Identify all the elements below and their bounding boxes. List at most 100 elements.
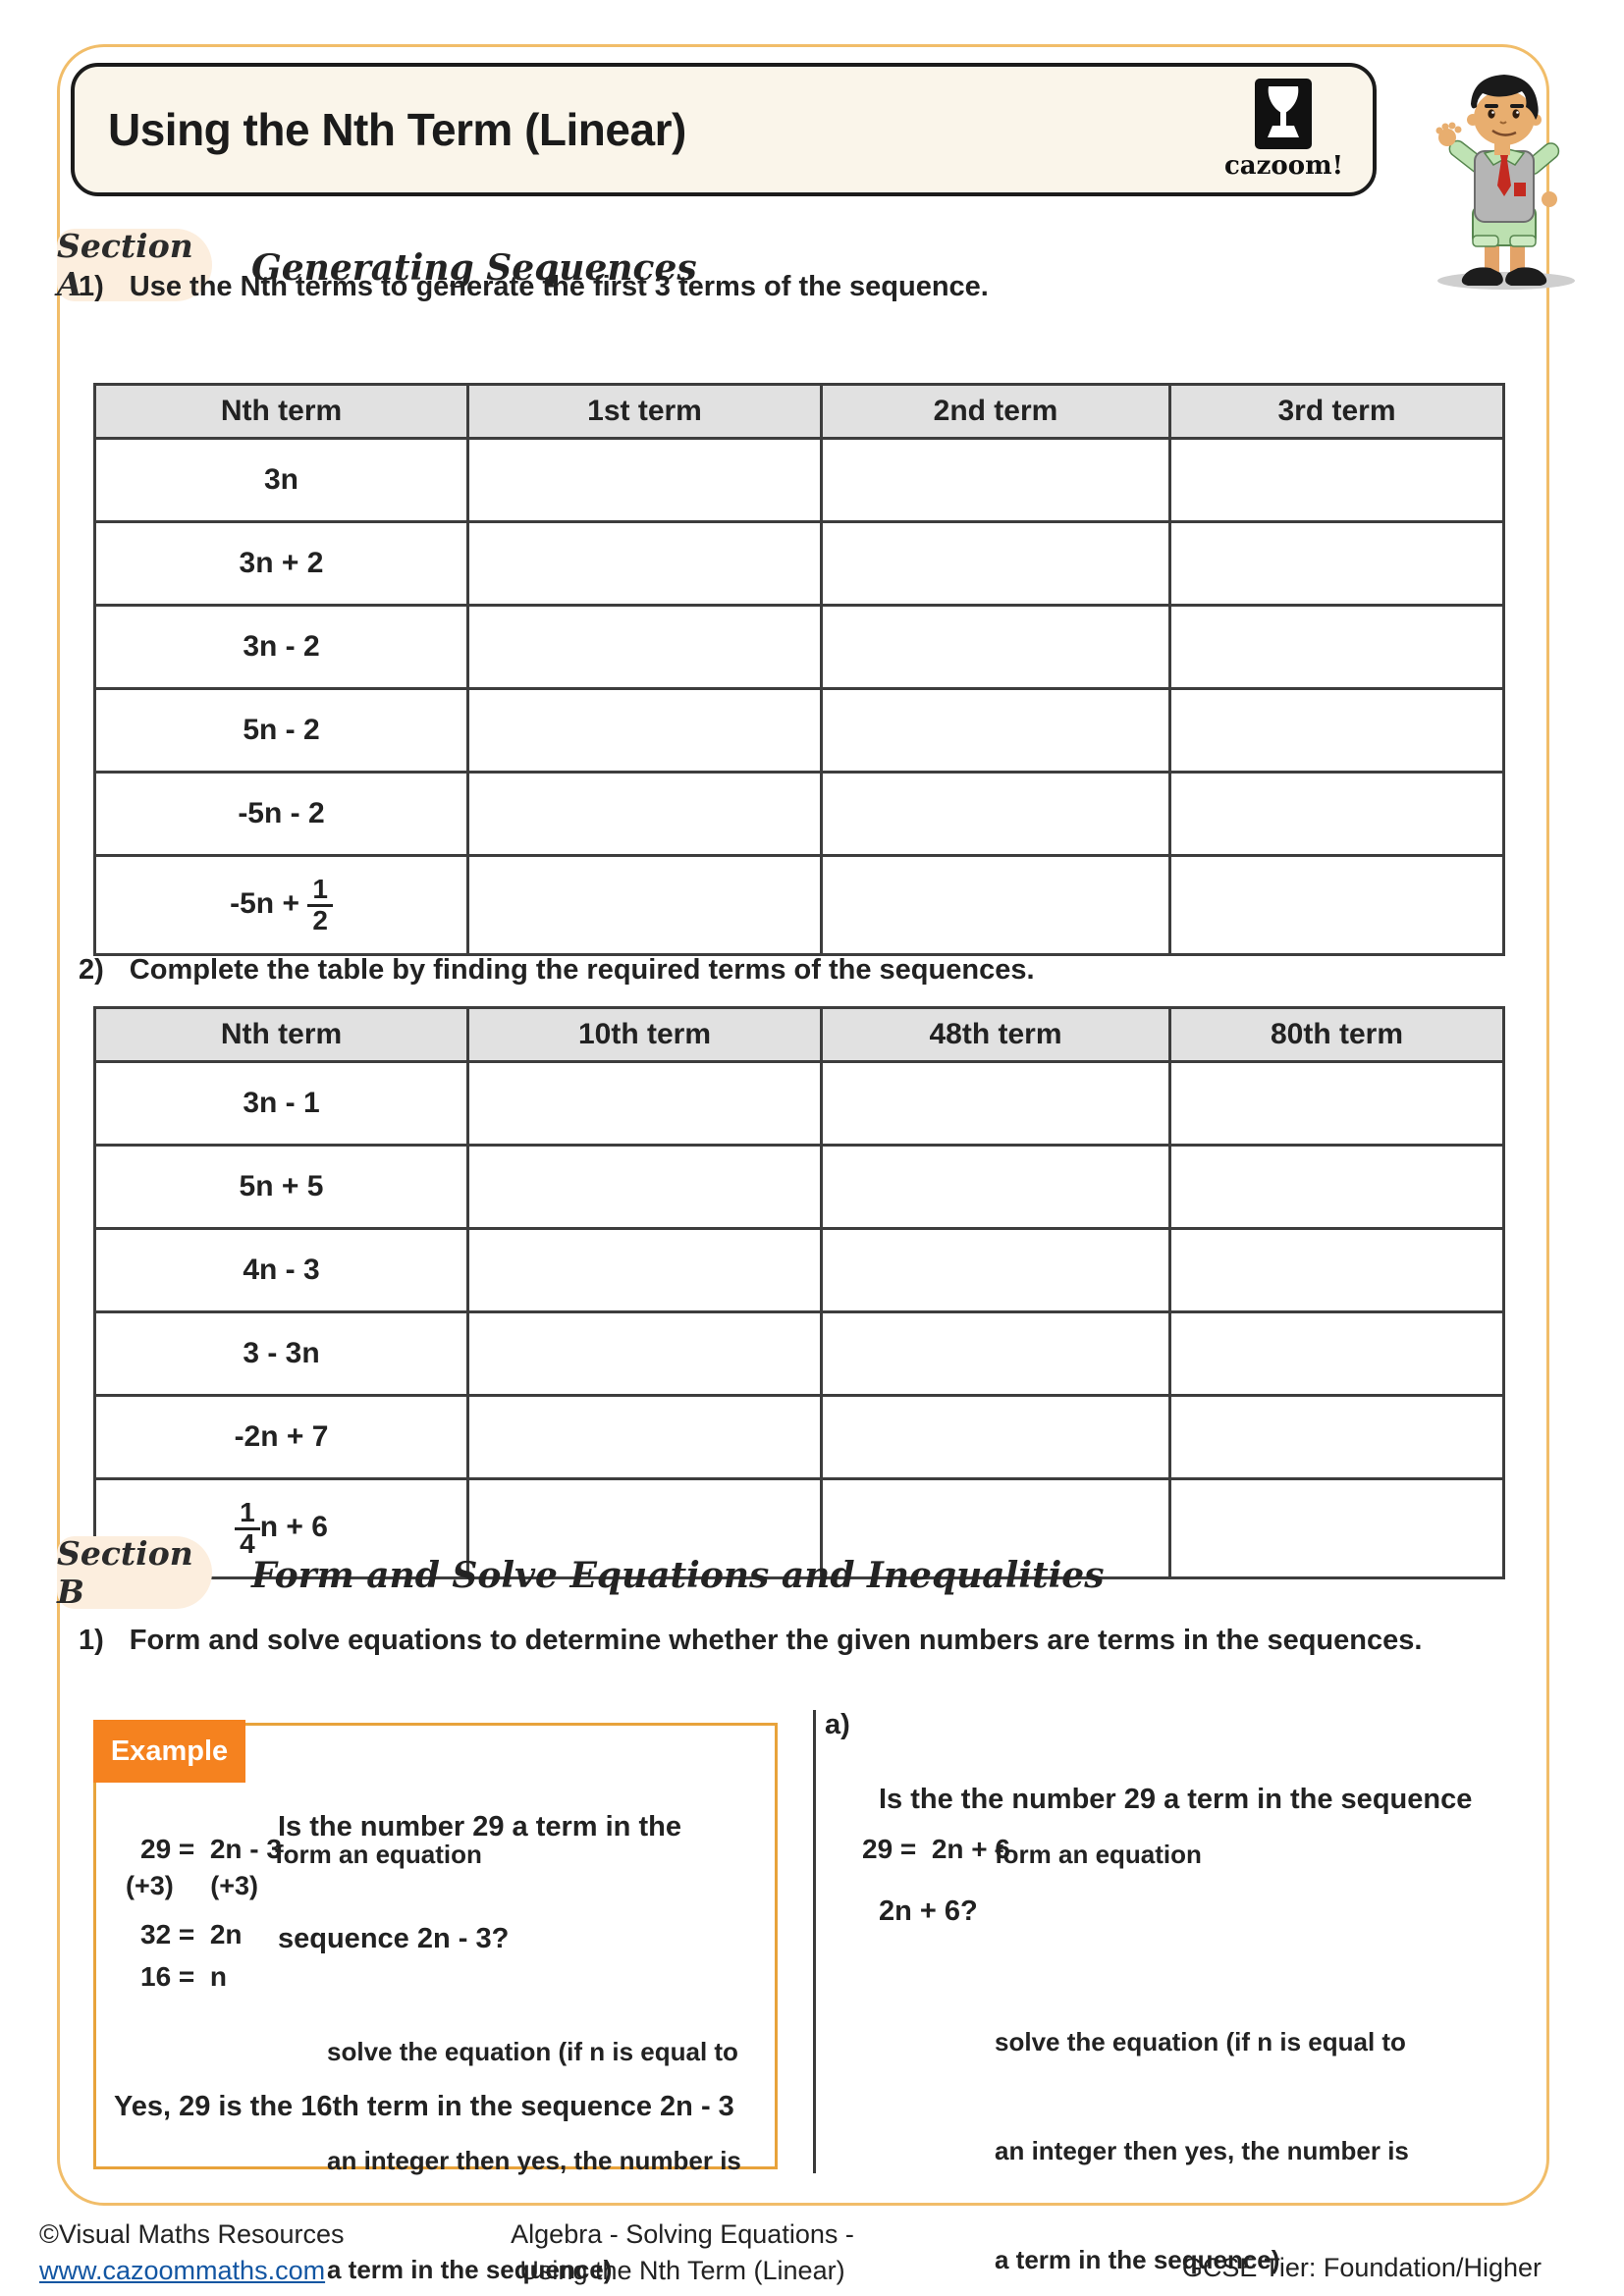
table-row: 5n - 2	[93, 687, 1505, 774]
answer-cell	[466, 1477, 823, 1579]
answer-cell	[820, 771, 1171, 857]
answer-cell	[1168, 1060, 1505, 1147]
answer-cell	[1168, 604, 1505, 690]
answer-cell	[820, 1477, 1171, 1579]
answer-cell	[1168, 1144, 1505, 1230]
table-header-row: Nth term 1st term 2nd term 3rd term	[93, 383, 1505, 440]
answer-cell	[466, 1060, 823, 1147]
answer-cell	[466, 854, 823, 956]
table-row: 3n - 1	[93, 1060, 1505, 1147]
example-equation-2: 32 = 2n	[140, 1919, 243, 1949]
worked-example-box: Example Is the number 29 a term in the s…	[93, 1720, 778, 2284]
part-a-equation: 29 = 2n + 6	[862, 1834, 1010, 1864]
column-header: 10th term	[466, 1006, 823, 1063]
question-number: 1)	[79, 271, 104, 302]
question-part-a: a) Is the the number 29 a term in the se…	[825, 1706, 1532, 2274]
column-header: Nth term	[93, 383, 469, 440]
answer-cell	[466, 687, 823, 774]
nth-term-expression: 3 - 3n	[93, 1310, 469, 1397]
generating-sequences-table: Nth term 1st term 2nd term 3rd term 3n 3…	[93, 383, 1505, 956]
answer-cell	[820, 520, 1171, 607]
nth-term-expression: 4n - 3	[93, 1227, 469, 1313]
answer-cell	[1168, 854, 1505, 956]
table-row: 4n - 3	[93, 1227, 1505, 1313]
cazoom-logo: cazoom!	[1224, 79, 1343, 181]
title-bar: Using the Nth Term (Linear) cazoom!	[71, 63, 1377, 196]
example-question: Is the number 29 a term in the sequence …	[278, 1811, 681, 1954]
answer-cell	[820, 1227, 1171, 1313]
answer-cell	[466, 1394, 823, 1480]
example-equation-1: 29 = 2n - 3	[140, 1834, 282, 1864]
answer-cell	[1168, 1227, 1505, 1313]
answer-cell	[1168, 771, 1505, 857]
question-1a: 1) Use the Nth terms to generate the fir…	[79, 271, 989, 303]
answer-cell	[1168, 1477, 1505, 1579]
answer-cell	[466, 604, 823, 690]
question-text: Form and solve equations to determine wh…	[129, 1625, 1423, 1656]
nth-term-expression: 3n	[93, 437, 469, 523]
table-header-row: Nth term 10th term 48th term 80th term	[93, 1006, 1505, 1063]
footer-topic: Algebra - Solving Equations - Using the …	[511, 2219, 854, 2285]
footer-credits: ©Visual Maths Resources www.cazoommaths.…	[39, 2216, 345, 2289]
student-character-illustration	[1435, 75, 1575, 290]
table-row: -2n + 7	[93, 1394, 1505, 1480]
answer-cell	[820, 687, 1171, 774]
column-header: 80th term	[1168, 1006, 1505, 1063]
question-1b: 1) Form and solve equations to determine…	[79, 1625, 1422, 1657]
answer-cell	[820, 1060, 1171, 1147]
nth-term-expression: 3n - 1	[93, 1060, 469, 1147]
question-text: Use the Nth terms to generate the first …	[129, 271, 989, 302]
answer-cell	[466, 1144, 823, 1230]
answer-cell	[1168, 437, 1505, 523]
answer-cell	[820, 1310, 1171, 1397]
required-terms-table: Nth term 10th term 48th term 80th term 3…	[93, 1006, 1505, 1579]
section-a-label: Section A	[57, 227, 212, 303]
column-header: 2nd term	[820, 383, 1171, 440]
answer-cell	[466, 437, 823, 523]
table-row: 5n + 5	[93, 1144, 1505, 1230]
section-b-heading: Form and Solve Equations and Inequalitie…	[251, 1555, 1105, 1596]
cazoom-logo-text: cazoom!	[1223, 151, 1343, 181]
column-header: 1st term	[466, 383, 823, 440]
answer-cell	[820, 604, 1171, 690]
answer-cell	[466, 1227, 823, 1313]
part-label: a)	[825, 1709, 850, 1740]
example-note-solve: solve the equation (if n is equal to an …	[327, 2037, 741, 2284]
question-2a: 2) Complete the table by finding the req…	[79, 954, 1035, 987]
nth-term-expression: 3n - 2	[93, 604, 469, 690]
part-a-note-form: form an equation	[995, 1840, 1202, 1869]
part-a-question: Is the the number 29 a term in the seque…	[879, 1784, 1473, 1927]
section-b-label: Section B	[57, 1534, 212, 1611]
example-tab: Example	[93, 1720, 245, 1783]
question-text: Complete the table by finding the requir…	[129, 954, 1035, 986]
example-conclusion: Yes, 29 is the 16th term in the sequence…	[114, 2091, 734, 2122]
nth-term-expression: -5n - 2	[93, 771, 469, 857]
answer-cell	[820, 437, 1171, 523]
nth-term-expression: -2n + 7	[93, 1394, 469, 1480]
page-border-frame	[57, 44, 1549, 2206]
column-header: 3rd term	[1168, 383, 1505, 440]
answer-cell	[820, 854, 1171, 956]
table-row: 3n - 2	[93, 604, 1505, 690]
example-note-form: form an equation	[275, 1840, 482, 1869]
table-row: 3n	[93, 437, 1505, 523]
answer-cell	[820, 1394, 1171, 1480]
answer-cell	[1168, 1310, 1505, 1397]
table-row: 3 - 3n	[93, 1310, 1505, 1397]
example-operation-row: (+3) (+3)	[126, 1871, 259, 1900]
column-header: 48th term	[820, 1006, 1171, 1063]
website-link[interactable]: www.cazoommaths.com	[39, 2256, 326, 2285]
answer-cell	[466, 520, 823, 607]
table-row: 3n + 2	[93, 520, 1505, 607]
answer-cell	[820, 1144, 1171, 1230]
part-a-note-solve: solve the equation (if n is equal to an …	[995, 2027, 1409, 2274]
page-title: Using the Nth Term (Linear)	[108, 104, 686, 155]
footer-tier: GCSE Tier: Foundation/Higher	[1181, 2253, 1542, 2282]
table-row: -5n - 2	[93, 771, 1505, 857]
